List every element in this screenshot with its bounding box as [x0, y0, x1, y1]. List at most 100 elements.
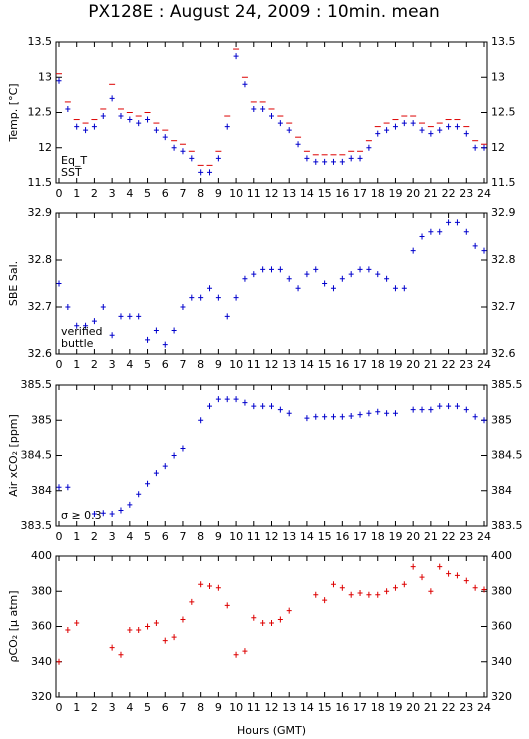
y-tick-label: 12.5: [28, 106, 53, 119]
x-tick-label: 16: [335, 358, 349, 371]
data-point: [322, 158, 328, 165]
y-tick-label: 385: [491, 413, 512, 426]
data-point: [242, 399, 248, 406]
data-point: [109, 95, 115, 102]
data-point: [339, 275, 345, 282]
data-point: [162, 341, 168, 348]
x-tick-label: 0: [56, 187, 63, 200]
data-point: [127, 627, 133, 634]
x-tick-label: 19: [388, 530, 402, 543]
data-point: [109, 644, 115, 651]
x-tick-label: 1: [73, 187, 80, 200]
data-point: [339, 584, 345, 591]
data-point: [91, 318, 97, 325]
x-tick-label: 7: [179, 358, 186, 371]
data-point: [330, 581, 336, 588]
x-tick-label: 4: [126, 701, 133, 714]
data-point: [348, 591, 354, 598]
y-tick-label: 360: [31, 620, 52, 633]
x-tick-label: 7: [179, 701, 186, 714]
data-point: [392, 410, 398, 417]
data-point: [109, 332, 115, 339]
x-tick-label: 10: [229, 701, 243, 714]
data-point: [162, 637, 168, 644]
data-point: [56, 77, 62, 84]
x-tick-label: 22: [442, 187, 456, 200]
data-point: [286, 127, 292, 134]
data-point: [322, 597, 328, 604]
data-point: [127, 116, 133, 123]
data-point: [215, 294, 221, 301]
data-point: [463, 406, 469, 413]
data-point: [339, 413, 345, 420]
x-tick-label: 14: [300, 701, 314, 714]
annotation: buttle: [61, 337, 94, 350]
data-point: [260, 403, 266, 410]
x-tick-label: 14: [300, 358, 314, 371]
y-tick-label: 383.5: [21, 519, 53, 532]
data-point: [446, 123, 452, 130]
data-point: [171, 327, 177, 334]
data-point: [446, 570, 452, 577]
chart-title: PX128E : August 24, 2009 : 10min. mean: [88, 2, 439, 22]
x-tick-label: 15: [318, 187, 332, 200]
data-point: [233, 651, 239, 658]
data-point: [136, 627, 142, 634]
y-tick-label: 32.6: [28, 347, 53, 360]
data-point: [136, 120, 142, 127]
y-tick-label: 384.5: [491, 449, 523, 462]
data-point: [454, 123, 460, 130]
data-point: [127, 313, 133, 320]
legend-label: SST: [61, 166, 82, 179]
data-point: [472, 413, 478, 420]
data-point: [65, 304, 71, 310]
x-tick-label: 13: [282, 187, 296, 200]
data-point: [189, 155, 195, 162]
x-tick-label: 7: [179, 530, 186, 543]
data-point: [153, 127, 159, 134]
data-point: [251, 403, 257, 410]
y-tick-label: 32.8: [491, 253, 516, 266]
y-tick-label: 360: [491, 620, 512, 633]
data-point: [375, 408, 381, 415]
x-tick-label: 3: [109, 187, 116, 200]
data-point: [180, 304, 186, 310]
data-point: [153, 619, 159, 626]
x-tick-label: 22: [442, 530, 456, 543]
data-point: [419, 233, 425, 240]
data-point: [401, 120, 407, 127]
data-point: [348, 155, 354, 162]
data-point: [322, 413, 328, 420]
y-tick-label: 384: [491, 484, 512, 497]
x-tick-label: 15: [318, 701, 332, 714]
x-tick-label: 11: [247, 187, 261, 200]
x-tick-label: 11: [247, 358, 261, 371]
x-tick-label: 4: [126, 187, 133, 200]
data-point: [242, 81, 248, 88]
x-tick-label: 19: [388, 701, 402, 714]
x-tick-label: 8: [197, 701, 204, 714]
data-point: [260, 105, 266, 112]
data-point: [304, 155, 310, 162]
data-point: [348, 413, 354, 420]
data-point: [446, 403, 452, 410]
x-tick-label: 0: [56, 358, 63, 371]
x-tick-label: 3: [109, 358, 116, 371]
data-point: [330, 285, 336, 292]
x-tick-label: 13: [282, 530, 296, 543]
y-axis-label: Air xCO₂ [ppm]: [7, 414, 20, 497]
data-point: [384, 275, 390, 282]
data-point: [215, 396, 221, 403]
data-point: [224, 313, 230, 320]
x-tick-label: 16: [335, 187, 349, 200]
y-tick-label: 340: [31, 655, 52, 668]
data-point: [366, 410, 372, 417]
data-point: [313, 158, 319, 165]
data-point: [251, 614, 257, 621]
data-point: [410, 247, 416, 254]
y-tick-label: 11.5: [28, 176, 53, 189]
x-tick-label: 8: [197, 530, 204, 543]
data-point: [56, 484, 62, 491]
